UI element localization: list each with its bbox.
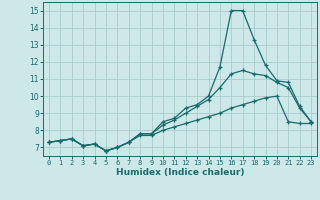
X-axis label: Humidex (Indice chaleur): Humidex (Indice chaleur)	[116, 168, 244, 177]
